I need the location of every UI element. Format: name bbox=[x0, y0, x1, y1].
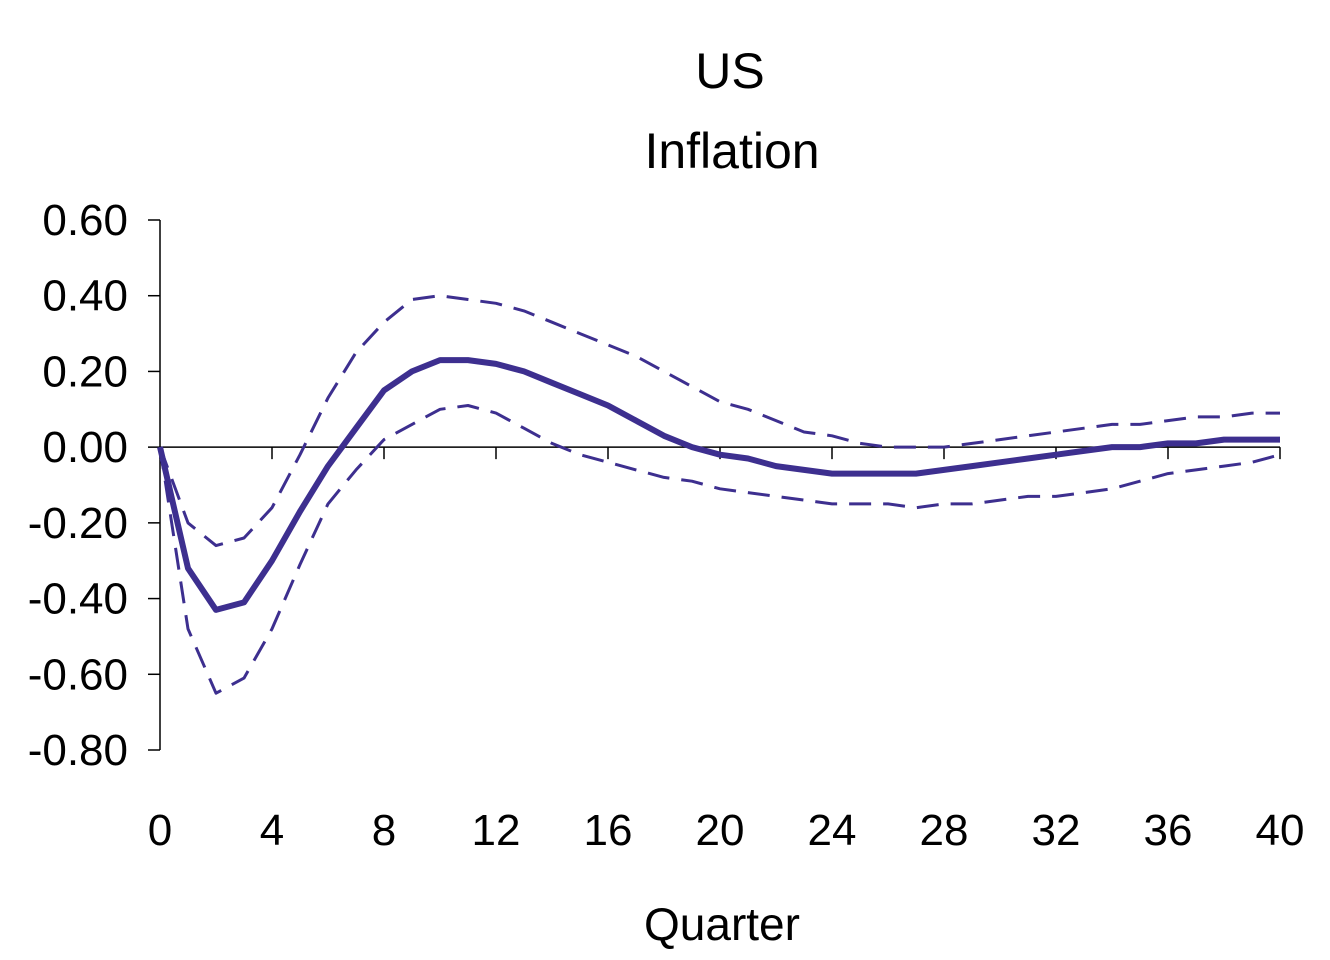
y-tick-label: 0.00 bbox=[42, 423, 128, 472]
plot-area: 0.60 0.40 0.20 0.00 -0.20 -0.40 -0.60 -0.80 0 4 8… bbox=[28, 196, 1305, 855]
y-tick-label: 0.20 bbox=[42, 347, 128, 396]
x-tick-label: 24 bbox=[808, 806, 857, 855]
y-tick-label: -0.20 bbox=[28, 499, 128, 548]
chart-subtitle: Inflation bbox=[644, 123, 819, 179]
x-tick-label: 20 bbox=[696, 806, 745, 855]
chart-title: US bbox=[695, 43, 764, 99]
x-tick-label: 0 bbox=[148, 806, 172, 855]
y-ticks: 0.60 0.40 0.20 0.00 -0.20 -0.40 -0.60 -0.80 bbox=[28, 196, 160, 775]
series-line-estimate bbox=[157, 357, 1280, 613]
y-tick-label: 0.60 bbox=[42, 196, 128, 245]
x-tick-label: 40 bbox=[1256, 806, 1305, 855]
x-tick-label: 32 bbox=[1032, 806, 1081, 855]
y-tick-label: -0.80 bbox=[28, 726, 128, 775]
series-line-lower-band bbox=[158, 404, 1281, 695]
series-group bbox=[157, 294, 1281, 695]
x-ticks: 0 4 8 12 16 20 24 28 32 36 40 bbox=[148, 447, 1305, 855]
y-tick-label: -0.60 bbox=[28, 650, 128, 699]
x-tick-label: 4 bbox=[260, 806, 284, 855]
x-tick-label: 16 bbox=[584, 806, 633, 855]
x-tick-label: 28 bbox=[920, 806, 969, 855]
x-tick-label: 8 bbox=[372, 806, 396, 855]
x-tick-label: 36 bbox=[1144, 806, 1193, 855]
x-tick-label: 12 bbox=[472, 806, 521, 855]
series-line-upper-band bbox=[158, 294, 1280, 548]
y-tick-label: 0.40 bbox=[42, 272, 128, 321]
y-tick-label: -0.40 bbox=[28, 575, 128, 624]
x-axis-label: Quarter bbox=[644, 898, 800, 950]
